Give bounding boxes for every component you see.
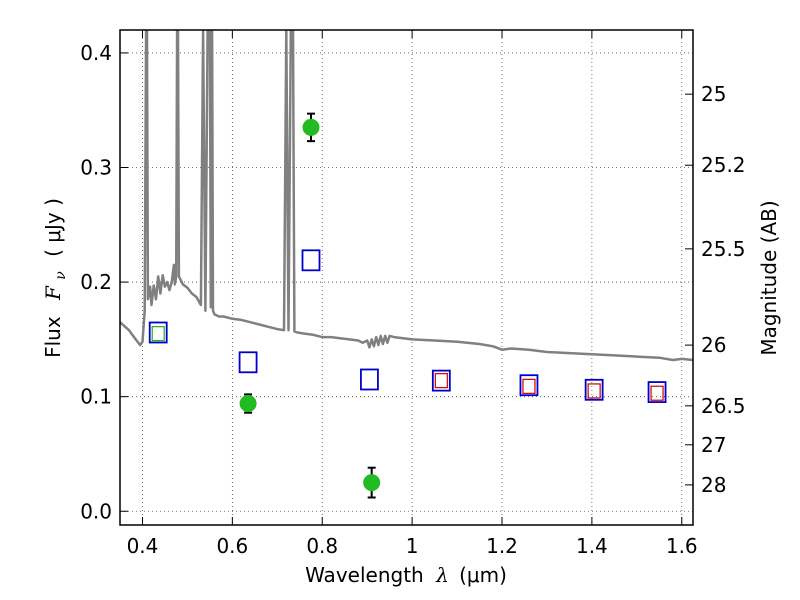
model-photometry-square bbox=[360, 368, 379, 391]
y-axis-title-prefix: Flux bbox=[41, 316, 65, 358]
model-photometry-square bbox=[148, 321, 168, 344]
x-tick-label: 1.4 bbox=[576, 534, 608, 558]
model-photometry-inner-square bbox=[434, 373, 448, 389]
mag-tick-label: 26 bbox=[701, 333, 726, 357]
x-tick-label: 1 bbox=[406, 534, 419, 558]
model-photometry-inner-square bbox=[650, 385, 664, 401]
model-photometry-square bbox=[431, 369, 451, 392]
model-photometry-square bbox=[647, 381, 667, 403]
model-spectrum-line bbox=[120, 30, 693, 362]
x-tick-label: 0.6 bbox=[216, 534, 248, 558]
mag-tick-label: 25 bbox=[701, 82, 726, 106]
model-photometry-inner-square bbox=[151, 326, 165, 342]
x-axis-title: Wavelength λ (μm) bbox=[305, 563, 507, 587]
model-photometry-inner-square bbox=[522, 378, 536, 394]
axis-ticks: 0.4 0.6 0.8 1 1.2 1.4 1.6 0.0 0.1 0.2 0.3 0.4 25 25.2… bbox=[80, 30, 746, 558]
right-axis-title: Magnitude (AB) bbox=[757, 200, 781, 355]
observed-flux-point bbox=[363, 474, 381, 492]
y-axis-title-subscript: ν bbox=[53, 271, 69, 280]
model-photometry-square bbox=[301, 249, 321, 272]
grid-lines bbox=[120, 30, 693, 525]
y-axis-title-symbol: F bbox=[41, 285, 65, 301]
x-axis-title-prefix: Wavelength bbox=[305, 563, 424, 587]
x-axis-title-symbol: λ bbox=[435, 563, 449, 587]
x-tick-label: 0.4 bbox=[127, 534, 159, 558]
x-tick-label: 1.2 bbox=[486, 534, 518, 558]
observed-flux-point bbox=[239, 395, 257, 413]
y-tick-label: 0.2 bbox=[80, 270, 112, 294]
x-tick-label: 0.8 bbox=[306, 534, 338, 558]
plot-frame bbox=[119, 29, 694, 526]
x-axis-title-unit: (μm) bbox=[459, 563, 507, 587]
y-tick-label: 0.1 bbox=[80, 385, 112, 409]
y-tick-label: 0.0 bbox=[80, 499, 112, 523]
data-marks bbox=[120, 30, 693, 499]
y-axis-title-unit: ( μJy ) bbox=[41, 198, 65, 257]
x-tick-label: 1.6 bbox=[666, 534, 698, 558]
mag-tick-label: 28 bbox=[701, 473, 726, 497]
model-photometry-square bbox=[238, 351, 258, 374]
observed-flux-point bbox=[302, 118, 320, 136]
mag-tick-label: 25.5 bbox=[701, 237, 746, 261]
y-tick-label: 0.3 bbox=[80, 156, 112, 180]
mag-tick-label: 26.5 bbox=[701, 394, 746, 418]
model-photometry-square bbox=[584, 378, 604, 401]
y-tick-label: 0.4 bbox=[80, 41, 112, 65]
mag-tick-label: 25.2 bbox=[701, 153, 746, 177]
model-photometry-inner-square bbox=[587, 383, 601, 399]
mag-tick-label: 27 bbox=[701, 433, 726, 457]
model-photometry-square bbox=[519, 374, 539, 397]
y-axis-title: Flux F ν ( μJy ) bbox=[41, 198, 70, 358]
